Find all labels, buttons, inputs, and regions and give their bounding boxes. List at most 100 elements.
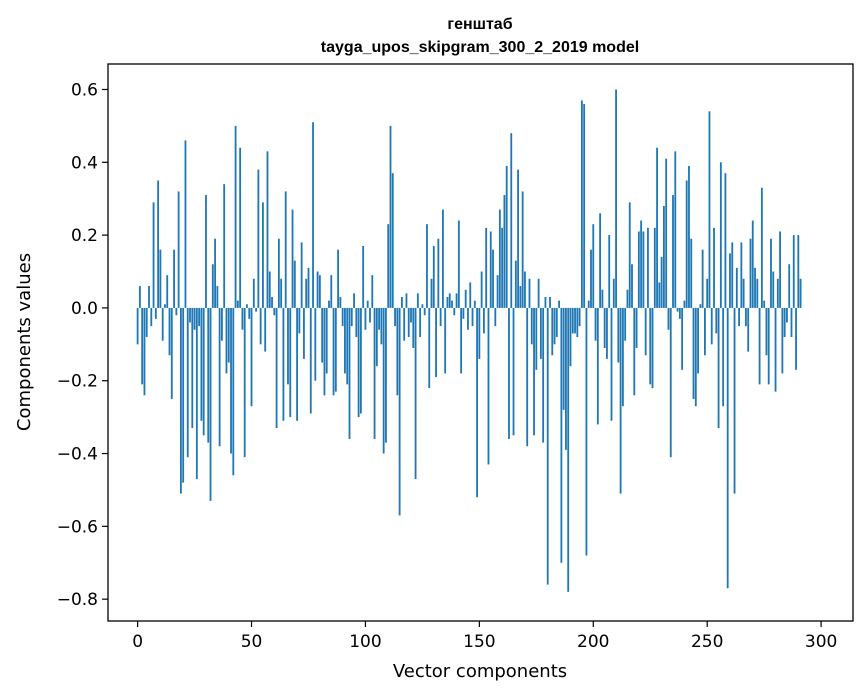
bar [211,264,214,308]
bar [293,260,296,308]
bar [619,307,622,494]
bar [539,307,542,359]
bar [672,195,674,308]
bar [685,180,688,308]
bar [480,271,483,308]
bar [182,307,185,483]
bar [173,249,175,308]
bar [164,304,166,308]
bar [658,282,661,308]
bar [414,307,417,480]
bar [316,271,319,308]
x-axis: 0 50 100 150 200 250 300 [132,621,837,652]
bar [542,307,545,443]
bar [612,278,615,308]
y-tick-label: −0.8 [57,590,98,610]
bar [385,307,387,443]
bar [275,307,278,429]
bar [749,238,752,308]
bar [350,307,353,327]
bar [300,242,303,308]
bar [747,307,750,352]
bar [471,307,474,327]
bar [510,133,513,308]
y-tick-label: 0.6 [71,80,98,100]
bar [772,271,775,308]
bar [763,300,766,308]
bar [195,307,198,480]
bar [218,307,221,447]
y-tick-label: 0.0 [71,299,98,319]
bar [544,296,547,308]
bar [303,307,305,359]
bar [373,307,376,439]
bar [348,307,351,439]
bar [519,286,522,308]
bar [410,307,412,323]
bar [371,275,374,308]
bar [259,307,262,345]
bar [649,307,652,385]
bar [391,173,394,308]
bar [517,169,519,308]
bar [389,125,392,308]
bar [227,307,230,363]
y-tick-label: −0.4 [57,445,98,465]
bar [606,307,608,359]
bar [296,307,299,421]
bar [483,307,485,334]
bar [271,296,273,308]
bar [594,307,597,341]
bar [583,104,586,308]
bar [642,231,645,308]
bar [334,307,337,392]
bar [558,300,561,308]
bar [503,195,506,308]
bar [382,307,385,454]
bar [692,307,695,399]
bar [143,307,146,396]
bar [710,307,713,345]
bar [159,249,162,308]
bar [740,242,743,308]
bar [590,249,592,308]
bar [264,307,267,352]
bar [485,227,488,308]
x-tick-label: 200 [577,632,609,652]
bar [255,307,257,312]
bar [460,307,463,374]
bar [587,300,590,308]
bar [177,191,180,308]
bar [328,300,330,308]
bar [423,307,426,316]
bar [756,278,759,308]
bars-group [136,89,802,592]
bar [633,307,636,396]
bar [681,307,684,370]
bar [473,300,476,308]
bar [448,293,451,308]
bar [635,307,638,348]
bar [252,278,255,308]
bar [312,122,314,308]
bar [277,238,280,308]
bar [610,307,613,421]
bar [467,307,469,330]
bar [419,307,422,338]
bar [469,282,472,308]
bar [715,307,718,334]
bar [396,307,399,396]
bar [394,307,396,327]
bar [421,304,424,308]
bar [439,307,442,327]
bar [262,202,264,308]
bar [403,307,406,341]
bar [442,209,444,308]
bar [494,307,497,327]
bar [230,307,232,454]
bar [551,307,554,356]
bar [615,89,617,308]
bar [758,307,761,385]
bar [779,231,781,308]
bar [150,307,153,327]
